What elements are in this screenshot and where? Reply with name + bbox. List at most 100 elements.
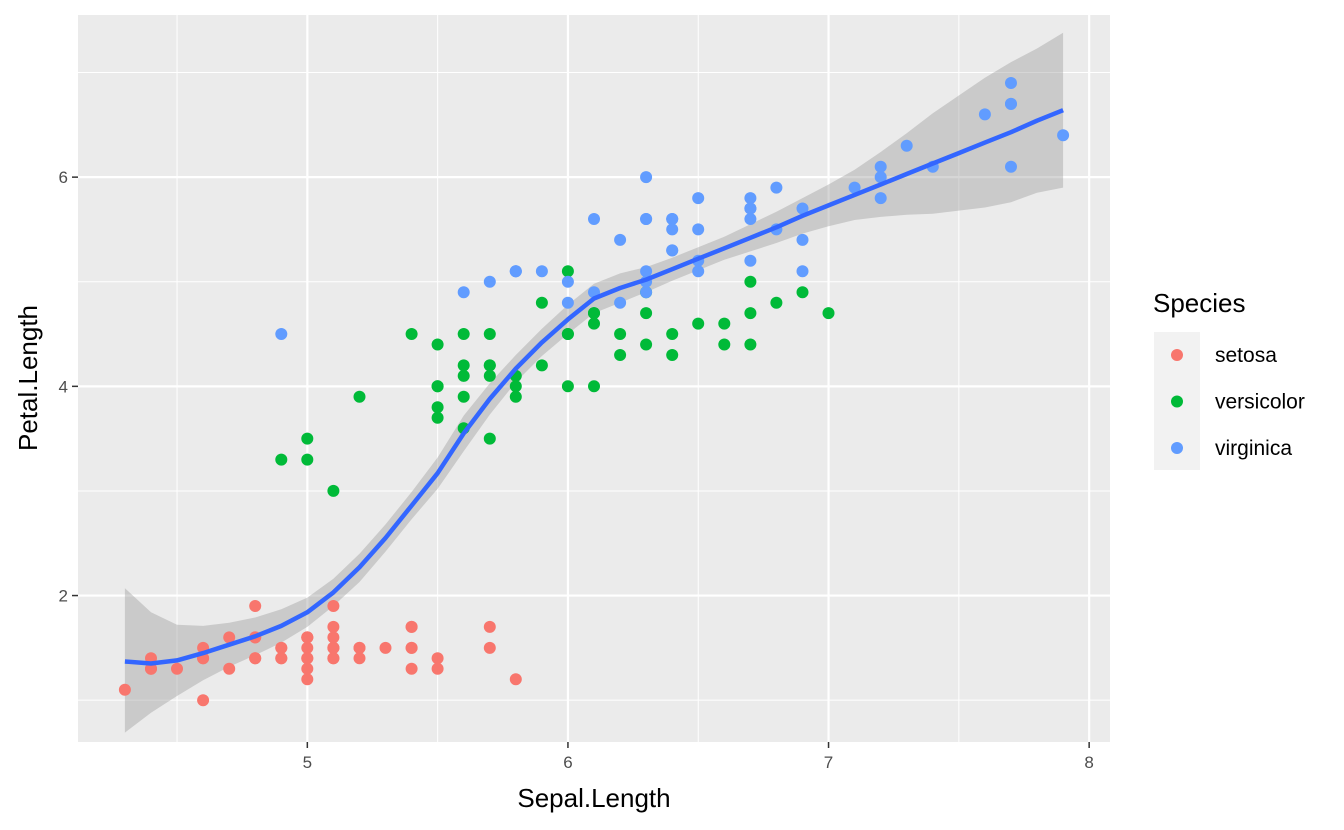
- x-tick-label: 8: [1084, 753, 1093, 772]
- point-versicolor: [588, 317, 600, 330]
- point-setosa: [275, 641, 288, 654]
- point-versicolor: [535, 359, 548, 372]
- point-virginica: [561, 296, 574, 309]
- point-setosa: [301, 641, 314, 654]
- point-virginica: [640, 286, 653, 299]
- point-virginica: [483, 275, 496, 288]
- point-virginica: [561, 275, 574, 288]
- minor-gridlines: [78, 15, 1110, 742]
- point-versicolor: [405, 328, 418, 340]
- smooth-line: [124, 108, 1064, 666]
- point-virginica: [1005, 160, 1017, 173]
- point-versicolor: [431, 411, 444, 424]
- point-virginica: [874, 192, 887, 205]
- legend-label-versicolor: versicolor: [1215, 391, 1305, 414]
- point-versicolor: [744, 338, 757, 351]
- legend-key-versicolor: [1171, 395, 1183, 408]
- point-virginica: [640, 171, 653, 184]
- point-setosa: [509, 673, 522, 686]
- point-virginica: [666, 244, 679, 257]
- point-virginica: [770, 181, 783, 194]
- y-tick-label: 4: [59, 377, 68, 396]
- point-virginica: [692, 192, 705, 205]
- point-versicolor: [666, 349, 679, 361]
- x-axis-title: Sepal.Length: [517, 783, 670, 813]
- point-virginica: [796, 233, 809, 246]
- point-setosa: [405, 641, 418, 654]
- point-versicolor: [457, 390, 470, 403]
- point-versicolor: [457, 369, 470, 382]
- point-versicolor: [483, 328, 496, 340]
- point-versicolor: [483, 432, 496, 445]
- point-versicolor: [457, 359, 470, 372]
- point-virginica: [666, 213, 679, 225]
- point-versicolor: [483, 369, 496, 382]
- legend-entries: setosa versicolor virginica: [1171, 344, 1305, 460]
- point-setosa: [379, 641, 392, 654]
- point-virginica: [796, 202, 809, 215]
- point-versicolor: [561, 328, 574, 340]
- point-virginica: [796, 265, 809, 278]
- point-versicolor: [718, 338, 731, 351]
- data-points: [118, 77, 1070, 707]
- plot-panel: [78, 15, 1110, 742]
- x-tick-label: 6: [563, 753, 572, 772]
- legend-key-setosa: [1171, 349, 1183, 361]
- point-versicolor: [561, 380, 574, 393]
- point-virginica: [614, 233, 627, 246]
- point-setosa: [327, 641, 340, 654]
- point-setosa: [327, 631, 340, 644]
- x-tick-label: 5: [303, 753, 312, 772]
- point-versicolor: [353, 390, 366, 403]
- point-versicolor: [431, 401, 444, 414]
- point-versicolor: [301, 453, 314, 466]
- point-virginica: [692, 223, 705, 236]
- point-versicolor: [509, 380, 522, 393]
- point-setosa: [223, 631, 236, 644]
- point-virginica: [900, 139, 913, 152]
- point-setosa: [171, 662, 183, 675]
- point-virginica: [874, 160, 887, 173]
- point-virginica: [744, 202, 757, 215]
- point-virginica: [1005, 77, 1017, 89]
- point-setosa: [301, 631, 314, 644]
- point-versicolor: [327, 484, 340, 497]
- point-virginica: [640, 265, 653, 278]
- point-setosa: [301, 673, 314, 686]
- point-setosa: [327, 620, 340, 633]
- point-versicolor: [561, 265, 574, 278]
- point-setosa: [431, 652, 444, 665]
- point-virginica: [1005, 97, 1017, 110]
- point-versicolor: [796, 286, 809, 299]
- point-versicolor: [614, 349, 627, 361]
- point-versicolor: [588, 380, 600, 393]
- point-versicolor: [588, 307, 600, 320]
- point-setosa: [249, 600, 262, 612]
- legend: Species setosa versicolor virginica: [1153, 288, 1305, 470]
- point-versicolor: [457, 328, 470, 340]
- point-versicolor: [718, 317, 731, 330]
- point-setosa: [405, 620, 418, 633]
- point-setosa: [483, 641, 496, 654]
- point-virginica: [978, 108, 991, 121]
- point-setosa: [431, 662, 444, 675]
- x-axis-ticks: 5 6 7 8: [303, 742, 1094, 772]
- point-setosa: [327, 652, 340, 665]
- point-setosa: [353, 652, 366, 665]
- point-versicolor: [431, 380, 444, 393]
- legend-label-setosa: setosa: [1215, 344, 1277, 367]
- point-virginica: [744, 213, 757, 225]
- point-setosa: [249, 652, 262, 665]
- point-virginica: [614, 296, 627, 309]
- point-virginica: [874, 171, 887, 184]
- y-axis-title: Petal.Length: [13, 305, 43, 451]
- legend-label-virginica: virginica: [1215, 437, 1292, 460]
- point-virginica: [692, 265, 705, 278]
- point-setosa: [301, 652, 314, 665]
- point-virginica: [509, 265, 522, 278]
- y-tick-label: 2: [59, 587, 68, 606]
- x-tick-label: 7: [824, 753, 833, 772]
- point-virginica: [744, 254, 757, 267]
- y-tick-label: 6: [59, 168, 68, 187]
